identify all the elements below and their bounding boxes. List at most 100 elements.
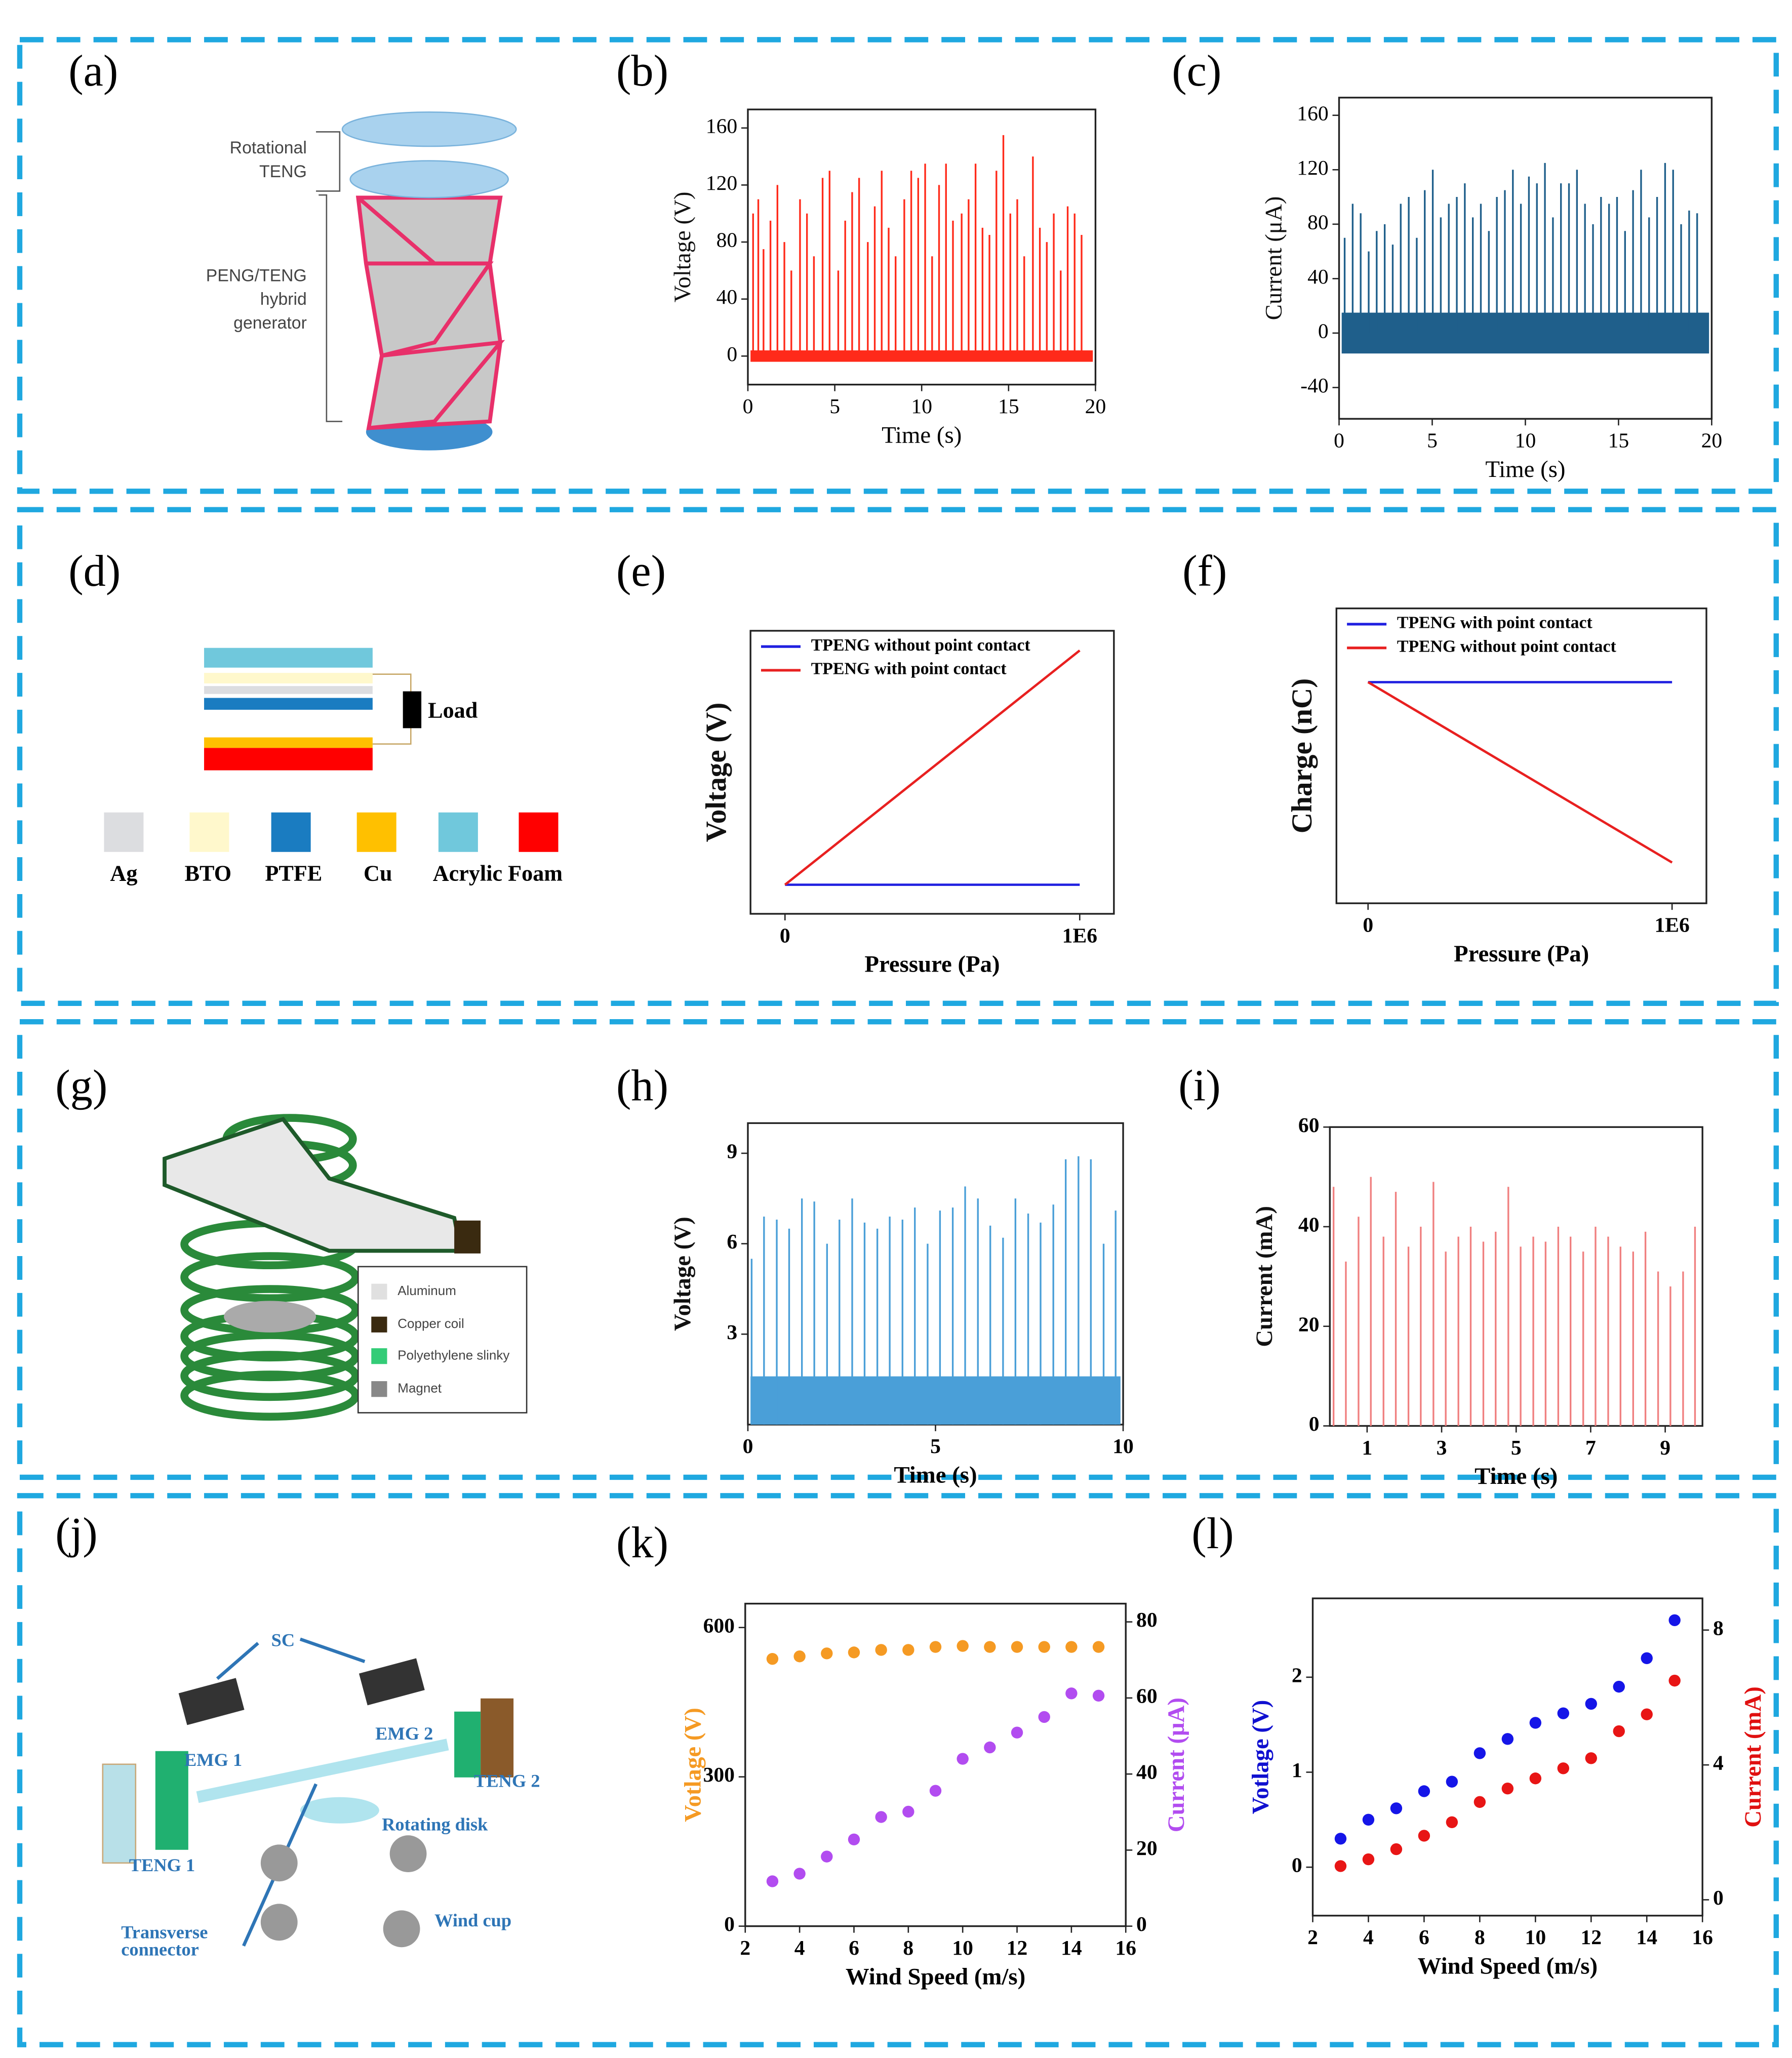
point bbox=[1038, 1711, 1050, 1723]
point bbox=[848, 1833, 860, 1846]
layer bbox=[204, 648, 373, 668]
label: EMG 1 bbox=[184, 1750, 242, 1770]
series-line bbox=[784, 649, 1081, 886]
label: EMG 2 bbox=[375, 1723, 433, 1744]
layer bbox=[204, 698, 373, 710]
point bbox=[848, 1646, 860, 1659]
legend-label: TPENG with point contact bbox=[811, 660, 1007, 678]
swatch bbox=[519, 812, 559, 852]
y-tick-label: 40 bbox=[1298, 1213, 1320, 1236]
label: Rotational bbox=[230, 138, 307, 157]
y-tick-label: 80 bbox=[1307, 210, 1329, 233]
legend-label: TPENG without point contact bbox=[1397, 637, 1617, 656]
label: Copper coil bbox=[397, 1316, 464, 1331]
diagram-g: (g) Aluminum Copper coil Polyethylene sl… bbox=[55, 1061, 528, 1421]
x-tick-label: 0 bbox=[1334, 429, 1344, 452]
panel-label: (c) bbox=[1172, 46, 1221, 96]
x-tick-label: 2 bbox=[1307, 1925, 1318, 1949]
y-tick-label: 300 bbox=[703, 1763, 735, 1786]
y-tick-label: 160 bbox=[1297, 101, 1328, 125]
x-tick-label: 8 bbox=[1475, 1925, 1485, 1949]
swatch bbox=[371, 1348, 387, 1364]
y-tick-label: 0 bbox=[727, 342, 737, 366]
x-axis-label: Time (s) bbox=[1475, 1463, 1558, 1489]
magnet bbox=[224, 1301, 316, 1333]
x-tick-label: 5 bbox=[1427, 429, 1438, 452]
x-tick-label: 14 bbox=[1636, 1925, 1657, 1949]
x-tick-label: 15 bbox=[998, 394, 1019, 418]
y-tick-label: 2 bbox=[1292, 1663, 1302, 1686]
point bbox=[1613, 1725, 1625, 1738]
point bbox=[1641, 1708, 1653, 1720]
x-tick-label: 10 bbox=[952, 1936, 973, 1959]
point bbox=[1038, 1641, 1050, 1653]
point bbox=[1557, 1762, 1569, 1774]
panel-frame bbox=[17, 1493, 1779, 2047]
y-tick-label: 6 bbox=[727, 1230, 737, 1253]
y-tick-label: 0 bbox=[1318, 319, 1329, 342]
y-axis-label: Voltage (V) bbox=[669, 192, 696, 303]
point bbox=[821, 1850, 833, 1863]
point bbox=[793, 1868, 806, 1880]
point bbox=[1529, 1717, 1542, 1729]
y-tick-label: 3 bbox=[727, 1320, 737, 1344]
x-tick-label: 5 bbox=[1511, 1436, 1522, 1459]
x-tick-label: 10 bbox=[1515, 429, 1536, 452]
panel-label: (i) bbox=[1178, 1061, 1220, 1111]
point bbox=[766, 1875, 779, 1887]
y-tick-label: 40 bbox=[716, 285, 738, 308]
chart: (e) 0 1E6 Pressure (Pa) Voltage (V) TPENG wit… bbox=[616, 546, 1115, 978]
point bbox=[1334, 1833, 1347, 1845]
label: Magnet bbox=[397, 1381, 442, 1396]
panel-frame bbox=[17, 507, 1779, 1006]
point bbox=[875, 1644, 887, 1656]
panel-label: (k) bbox=[616, 1518, 668, 1567]
point bbox=[1668, 1674, 1681, 1687]
point bbox=[984, 1741, 996, 1754]
point bbox=[1418, 1785, 1430, 1797]
bracket bbox=[316, 131, 343, 422]
label: TENG bbox=[259, 162, 307, 181]
chart: (h) 0 5 10 3 6 9 Time (s) Voltage (V) bbox=[616, 1061, 1134, 1488]
swatch bbox=[189, 812, 229, 852]
y-axis-label: Charge (nC) bbox=[1286, 678, 1318, 834]
panel-label: (g) bbox=[55, 1061, 107, 1111]
x-tick-label: 0 bbox=[743, 394, 753, 418]
point bbox=[1501, 1733, 1514, 1745]
prism bbox=[355, 195, 503, 430]
legend-label: TPENG without point contact bbox=[811, 636, 1031, 655]
x-axis-label: Wind Speed (m/s) bbox=[846, 1963, 1025, 1990]
baseline-band bbox=[750, 1376, 1121, 1425]
diagram-j: (j) SC EMG 1 EMG 2 TENG 1 TENG 2 Rotatin… bbox=[55, 1509, 540, 1960]
y-axis-label: Votlage (V) bbox=[680, 1708, 706, 1822]
swatch bbox=[104, 812, 144, 852]
x-axis-label: Pressure (Pa) bbox=[1454, 941, 1589, 967]
x-tick-label: 10 bbox=[1112, 1434, 1134, 1458]
x-tick-label: 15 bbox=[1608, 429, 1629, 452]
label: Load bbox=[428, 698, 478, 722]
plot-frame bbox=[749, 630, 1115, 915]
point bbox=[1585, 1752, 1597, 1764]
baseline-band bbox=[750, 350, 1093, 362]
y-tick-label: 80 bbox=[716, 228, 738, 252]
coil-end bbox=[454, 1220, 481, 1254]
panel-label: (d) bbox=[68, 546, 121, 596]
x-tick-label: 10 bbox=[1525, 1925, 1546, 1949]
x-axis-label: Wind Speed (m/s) bbox=[1418, 1953, 1598, 1980]
chart: (i) 1 3 5 7 9 0 20 40 60 Time (s) Current (mA) bbox=[1178, 1061, 1703, 1489]
point bbox=[1446, 1816, 1458, 1829]
plot-frame bbox=[1338, 97, 1713, 420]
x-axis-label: Time (s) bbox=[1485, 456, 1565, 482]
x-tick-label: 9 bbox=[1660, 1436, 1670, 1459]
panel-label: (h) bbox=[616, 1061, 668, 1111]
swatch bbox=[371, 1381, 387, 1397]
y-tick-label: 0 bbox=[1292, 1853, 1302, 1877]
x-tick-label: 1E6 bbox=[1062, 923, 1097, 947]
point bbox=[1092, 1689, 1105, 1702]
diagram-a: (a) Rotational TENG PENG/TENG hybrid gen… bbox=[68, 46, 517, 451]
label: connector bbox=[121, 1939, 199, 1959]
x-tick-label: 5 bbox=[930, 1434, 941, 1458]
y-axis-label: Current (μA) bbox=[1260, 196, 1287, 320]
emg-plate bbox=[155, 1751, 188, 1850]
